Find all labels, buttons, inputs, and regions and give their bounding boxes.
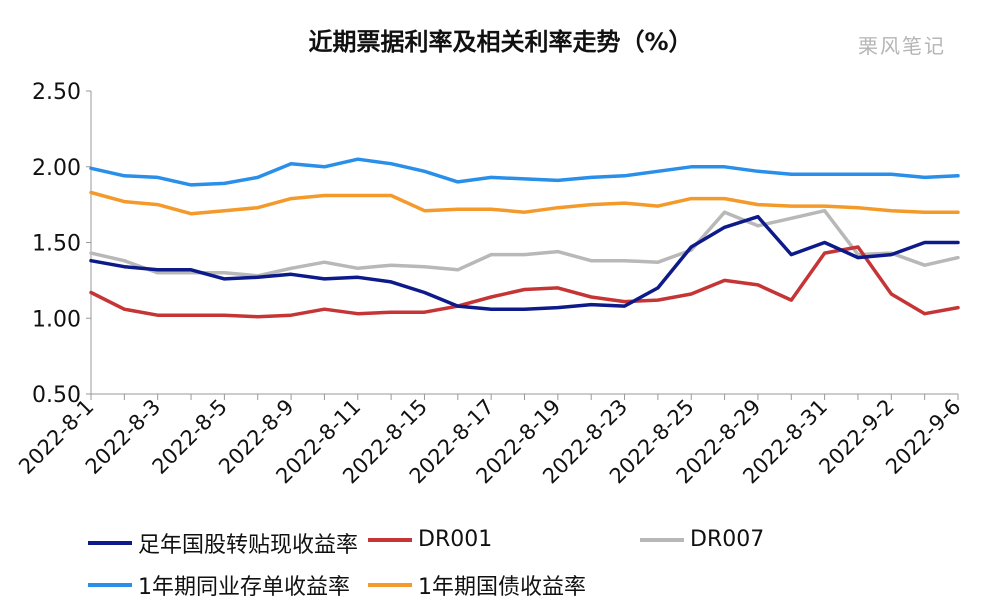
chart-title: 近期票据利率及相关利率走势（%）	[308, 28, 693, 56]
legend-swatch	[88, 583, 132, 587]
legend-swatch	[88, 541, 132, 545]
series-line-4	[89, 190, 960, 216]
y-tick-label: 1.50	[32, 232, 81, 257]
series-line-1	[89, 245, 960, 319]
legend-item-0[interactable]: 足年国股转贴现收益率	[88, 527, 358, 559]
series-line-3	[89, 157, 960, 187]
y-tick-label: 1.00	[32, 307, 81, 332]
legend-label: 足年国股转贴现收益率	[138, 533, 359, 558]
legend-swatch	[368, 583, 412, 587]
legend-item-1[interactable]: DR001	[368, 527, 492, 552]
legend-label: DR001	[418, 527, 493, 552]
legend-label: 1年期同业存单收益率	[138, 575, 350, 600]
chart-axes: 0.501.001.502.002.502022-8-12022-8-32022…	[14, 80, 965, 488]
y-tick-label: 0.50	[32, 383, 81, 408]
legend-label: 1年期国债收益率	[418, 575, 586, 600]
y-tick-label: 2.00	[32, 156, 81, 181]
y-tick-label: 2.50	[32, 80, 81, 105]
legend-item-3[interactable]: 1年期同业存单收益率	[88, 569, 350, 601]
legend-item-4[interactable]: 1年期国债收益率	[368, 569, 586, 601]
legend-item-2[interactable]: DR007	[640, 527, 764, 552]
chart-series	[89, 157, 960, 319]
legend-label: DR007	[690, 527, 765, 552]
watermark-text: 栗风笔记	[858, 34, 946, 58]
legend-swatch	[368, 537, 412, 542]
series-line-2	[89, 208, 960, 278]
legend-swatch	[640, 537, 684, 542]
series-line-0	[89, 214, 960, 311]
